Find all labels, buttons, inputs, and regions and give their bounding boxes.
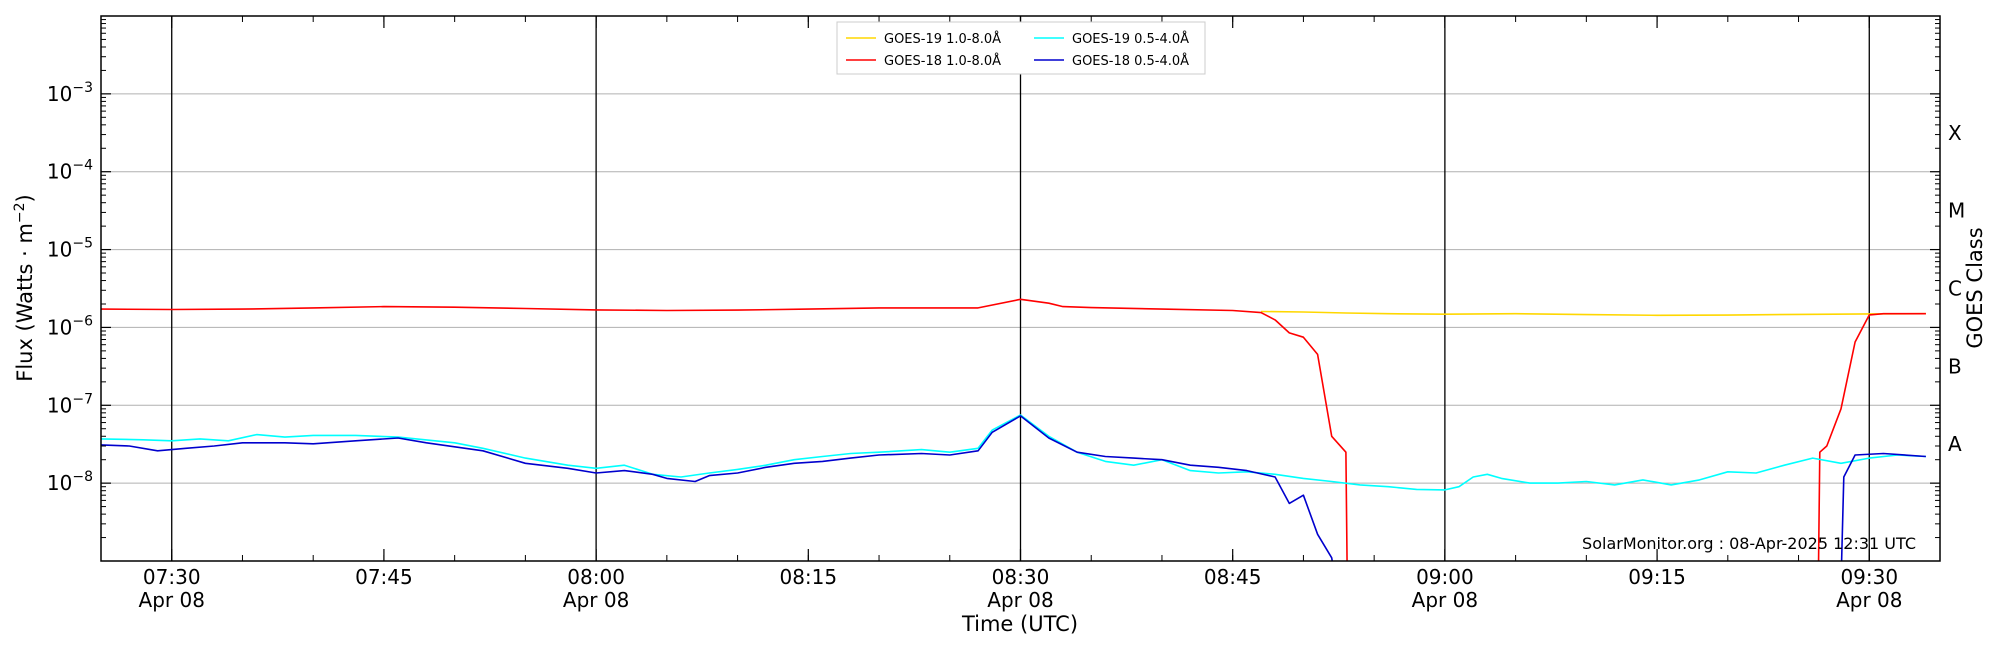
y-tick-label: 10−6 xyxy=(47,313,93,339)
legend: GOES-19 1.0-8.0Å GOES-18 1.0-8.0Å GOES-19 … xyxy=(836,21,1206,75)
legend-entry: GOES-18 0.5-4.0Å xyxy=(1072,53,1189,69)
x-tick-sublabel: Apr 08 xyxy=(1836,588,1902,612)
legend-entry: GOES-19 0.5-4.0Å xyxy=(1072,31,1189,47)
goes-class-m: M xyxy=(1948,199,1965,223)
series-line-3 xyxy=(101,415,1926,561)
goes-class-b: B xyxy=(1948,354,1962,378)
goes-class-c: C xyxy=(1948,277,1962,301)
x-tick-label: 07:45 xyxy=(355,565,413,589)
x-tick-label: 09:15 xyxy=(1628,565,1686,589)
x-tick-label: 08:45 xyxy=(1204,565,1262,589)
x-tick-label: 08:00 xyxy=(567,565,625,589)
goes-class-x: X xyxy=(1948,121,1962,145)
goes-class-label: GOES Class xyxy=(1963,227,1987,348)
y-tick-label: 10−3 xyxy=(47,80,93,106)
x-tick-sublabel: Apr 08 xyxy=(987,588,1053,612)
x-tick-sublabel: Apr 08 xyxy=(1412,588,1478,612)
goes-class-a: A xyxy=(1948,432,1962,456)
x-axis-label: Time (UTC) xyxy=(961,612,1078,636)
x-tick-label: 07:30 xyxy=(143,565,201,589)
y-axis: 10−8 10−7 10−6 10−5 10−4 10−3 xyxy=(47,19,1940,539)
x-tick-label: 09:30 xyxy=(1840,565,1898,589)
legend-entry: GOES-19 1.0-8.0Å xyxy=(884,31,1001,47)
legend-entry: GOES-18 1.0-8.0Å xyxy=(884,53,1001,69)
y-tick-label: 10−7 xyxy=(47,391,93,417)
y-tick-label: 10−8 xyxy=(47,469,93,495)
x-tick-label: 09:00 xyxy=(1416,565,1474,589)
x-tick-label: 08:30 xyxy=(992,565,1050,589)
y-axis-label: Flux (Watts · m−2) xyxy=(12,194,37,382)
vertical-time-lines xyxy=(171,16,1870,561)
series-line-2 xyxy=(101,414,1926,491)
y-tick-label: 10−4 xyxy=(47,158,93,184)
series-line-1 xyxy=(101,298,1926,561)
series-lines xyxy=(101,298,1926,561)
x-tick-sublabel: Apr 08 xyxy=(563,588,629,612)
x-tick-label: 08:15 xyxy=(779,565,837,589)
goes-class-axis: A B C M X xyxy=(1948,121,1965,456)
x-tick-sublabel: Apr 08 xyxy=(139,588,205,612)
y-tick-label: 10−5 xyxy=(47,236,93,262)
legend-box xyxy=(836,21,1206,75)
series-line-0 xyxy=(1260,310,1926,317)
credit-annotation: SolarMonitor.org : 08-Apr-2025 12:31 UTC xyxy=(1582,534,1916,553)
